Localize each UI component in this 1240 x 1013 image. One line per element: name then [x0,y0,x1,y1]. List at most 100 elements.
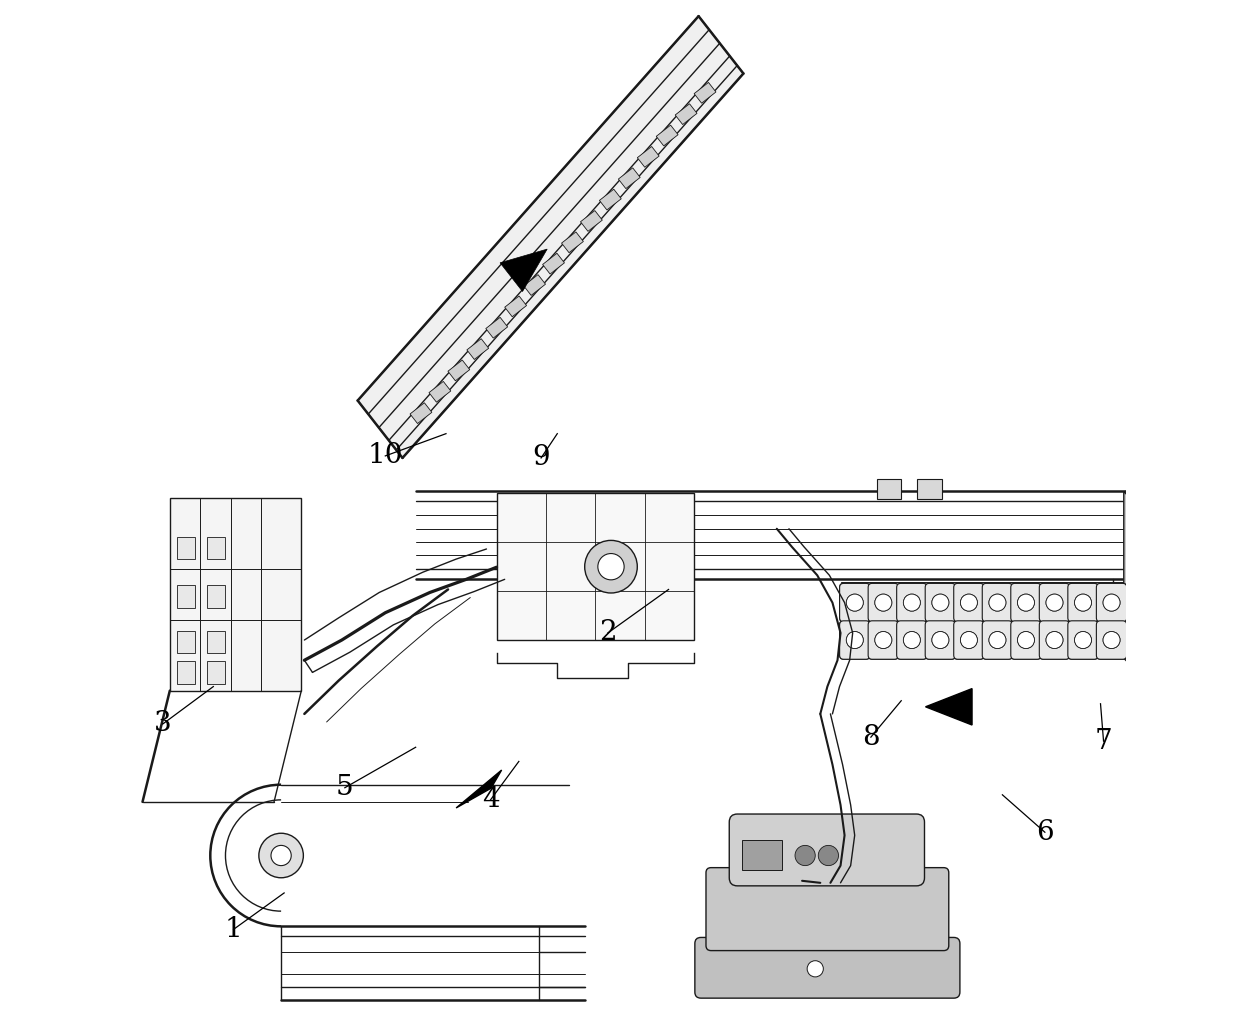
Circle shape [990,631,1006,648]
FancyBboxPatch shape [1011,621,1042,659]
Circle shape [932,631,949,648]
Circle shape [1018,631,1034,648]
FancyBboxPatch shape [839,583,870,622]
FancyBboxPatch shape [1068,621,1099,659]
FancyBboxPatch shape [1096,621,1127,659]
Circle shape [795,846,815,866]
FancyBboxPatch shape [925,621,956,659]
Circle shape [904,594,920,611]
Circle shape [1047,631,1063,648]
Circle shape [904,594,920,611]
Circle shape [990,594,1006,611]
Circle shape [990,594,1006,611]
Text: 9: 9 [532,445,549,471]
FancyBboxPatch shape [982,621,1013,659]
FancyBboxPatch shape [982,583,1013,622]
Circle shape [846,594,863,611]
FancyBboxPatch shape [897,583,928,622]
FancyBboxPatch shape [918,479,941,499]
FancyBboxPatch shape [925,583,956,622]
Polygon shape [562,232,583,252]
Circle shape [1047,594,1063,611]
Polygon shape [543,253,564,275]
FancyBboxPatch shape [868,583,899,622]
FancyBboxPatch shape [897,621,928,659]
Circle shape [932,631,949,648]
FancyBboxPatch shape [1039,621,1070,659]
Polygon shape [486,317,507,338]
Polygon shape [500,249,547,292]
FancyBboxPatch shape [1011,621,1042,659]
Polygon shape [1126,491,1131,648]
FancyBboxPatch shape [925,621,956,659]
Polygon shape [357,16,744,458]
FancyBboxPatch shape [706,868,949,950]
Circle shape [961,594,977,611]
Circle shape [259,834,304,877]
Text: 3: 3 [154,710,171,737]
FancyBboxPatch shape [897,583,928,622]
FancyBboxPatch shape [839,621,870,659]
Circle shape [1018,594,1034,611]
Polygon shape [656,126,678,146]
Polygon shape [207,661,226,684]
Circle shape [272,846,291,866]
FancyBboxPatch shape [1011,583,1042,622]
FancyBboxPatch shape [1068,583,1099,622]
Polygon shape [637,147,660,167]
Polygon shape [466,338,489,360]
FancyBboxPatch shape [877,479,901,499]
Polygon shape [523,275,546,296]
Circle shape [961,631,977,648]
Text: 4: 4 [481,786,500,813]
Polygon shape [429,382,451,402]
FancyBboxPatch shape [954,621,985,659]
FancyBboxPatch shape [954,583,985,622]
Polygon shape [505,296,527,317]
Polygon shape [580,211,603,231]
FancyBboxPatch shape [954,621,985,659]
Circle shape [961,594,977,611]
FancyBboxPatch shape [839,583,870,622]
Circle shape [1018,594,1034,611]
Circle shape [1047,631,1063,648]
FancyBboxPatch shape [841,582,1126,658]
Text: 6: 6 [1037,819,1054,846]
FancyBboxPatch shape [1068,621,1099,659]
Circle shape [875,631,892,648]
Polygon shape [676,103,697,125]
FancyBboxPatch shape [868,621,899,659]
Circle shape [818,846,838,866]
Circle shape [807,960,823,977]
Polygon shape [448,360,470,381]
FancyBboxPatch shape [694,937,960,998]
Circle shape [846,631,863,648]
Circle shape [1104,594,1120,611]
FancyBboxPatch shape [839,621,870,659]
Circle shape [904,631,920,648]
Text: 1: 1 [224,916,243,943]
Text: 7: 7 [1095,727,1112,755]
FancyBboxPatch shape [868,621,899,659]
Circle shape [1075,631,1091,648]
FancyBboxPatch shape [1039,583,1070,622]
Text: 8: 8 [862,723,879,751]
Circle shape [1104,631,1120,648]
Polygon shape [207,631,226,653]
FancyBboxPatch shape [925,583,956,622]
Polygon shape [925,689,972,725]
FancyBboxPatch shape [1096,583,1127,622]
FancyBboxPatch shape [743,841,782,870]
Circle shape [875,594,892,611]
Polygon shape [1123,491,1136,671]
Circle shape [932,594,949,611]
FancyBboxPatch shape [897,621,928,659]
Circle shape [598,553,624,579]
Polygon shape [694,82,715,103]
FancyBboxPatch shape [1096,621,1127,659]
Polygon shape [599,189,621,210]
Polygon shape [496,493,694,640]
Polygon shape [619,168,640,188]
Text: 10: 10 [367,443,403,469]
Circle shape [932,594,949,611]
